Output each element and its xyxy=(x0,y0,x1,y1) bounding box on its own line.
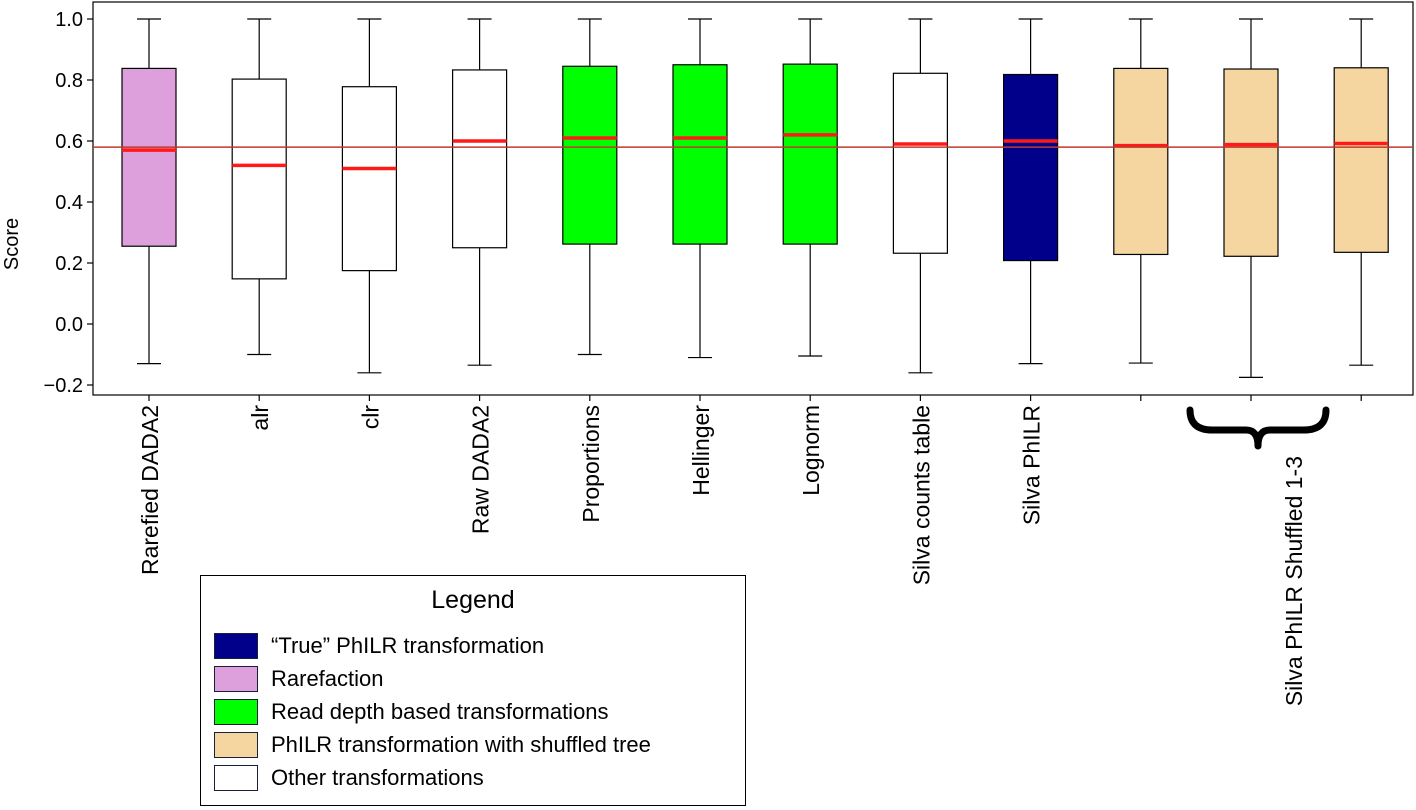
box-4 xyxy=(452,18,508,401)
y-tick-label: −0.2 xyxy=(44,375,83,397)
box-3 xyxy=(341,18,397,401)
x-tick-label: Silva PhILR xyxy=(1019,405,1045,525)
box-5 xyxy=(562,18,618,401)
box-iqr xyxy=(892,72,949,254)
legend-item-rarefaction: Rarefaction xyxy=(214,665,384,693)
boxes xyxy=(121,18,1389,401)
legend-swatch xyxy=(214,633,258,659)
legend-item-shuffled-tree: PhILR transformation with shuffled tree xyxy=(214,731,651,759)
box-9 xyxy=(1002,18,1059,401)
box-11 xyxy=(1223,18,1279,401)
box-1 xyxy=(121,18,177,401)
legend-label: Other transformations xyxy=(271,765,484,790)
plot-area xyxy=(92,1,1414,396)
x-tick-label: clr xyxy=(357,405,383,430)
y-tick-label: 1.0 xyxy=(55,9,83,31)
box-iqr xyxy=(1333,67,1389,253)
box-iqr xyxy=(121,67,177,247)
box-2 xyxy=(231,18,287,401)
box-iqr xyxy=(672,64,728,245)
x-tick-label: Silva counts table xyxy=(908,405,934,585)
box-6 xyxy=(672,18,728,401)
box-iqr xyxy=(231,78,287,280)
legend-label: Rarefaction xyxy=(271,666,384,691)
box-8 xyxy=(892,18,949,401)
box-iqr xyxy=(1002,73,1059,262)
legend-item-other: Other transformations xyxy=(214,764,484,792)
legend-swatch xyxy=(214,765,258,791)
box-iqr xyxy=(452,69,508,249)
legend-swatch xyxy=(214,666,258,692)
y-tick-label: 0.8 xyxy=(55,70,83,92)
box-iqr xyxy=(782,63,838,245)
curly-brace xyxy=(1186,406,1330,450)
box-iqr xyxy=(562,65,618,245)
group-brace: Silva PhILR Shuffled 1-3 xyxy=(1186,406,1330,706)
legend-label: Read depth based transformations xyxy=(271,699,609,724)
legend-label: “True” PhILR transformation xyxy=(271,633,545,658)
x-tick-label: Raw DADA2 xyxy=(468,405,494,534)
y-axis: 1.0 0.8 0.6 0.4 0.2 0.0 −0.2 xyxy=(44,9,93,397)
box-7 xyxy=(782,18,838,401)
legend-title: Legend xyxy=(431,586,515,614)
group-label: Silva PhILR Shuffled 1-3 xyxy=(1281,456,1307,706)
legend-swatch xyxy=(214,732,258,758)
legend-label: PhILR transformation with shuffled tree xyxy=(271,732,651,757)
x-tick-label: Lognorm xyxy=(798,405,824,496)
box-12 xyxy=(1333,18,1389,401)
y-tick-label: 0.4 xyxy=(55,192,83,214)
legend-item-read-depth: Read depth based transformations xyxy=(214,698,609,726)
box-iqr xyxy=(1113,67,1169,256)
y-tick-label: 0.6 xyxy=(55,131,83,153)
y-axis-label: Score xyxy=(1,218,23,270)
x-tick-label: Hellinger xyxy=(688,405,714,496)
box-10 xyxy=(1113,18,1169,401)
box-iqr xyxy=(341,86,397,272)
x-tick-label: alr xyxy=(247,405,273,431)
y-tick-label: 0.2 xyxy=(55,253,83,275)
x-axis-labels: Rarefied DADA2 alr clr Raw DADA2 Proportions… xyxy=(137,405,1045,586)
x-tick-label: Rarefied DADA2 xyxy=(137,405,163,575)
legend-item-true-philr: “True” PhILR transformation xyxy=(214,632,544,660)
box-iqr xyxy=(1223,68,1279,257)
legend: Legend “True” PhILR transformation Raref… xyxy=(200,575,746,806)
x-tick-label: Proportions xyxy=(578,405,604,523)
y-tick-label: 0.0 xyxy=(55,314,83,336)
legend-swatch xyxy=(214,699,258,725)
